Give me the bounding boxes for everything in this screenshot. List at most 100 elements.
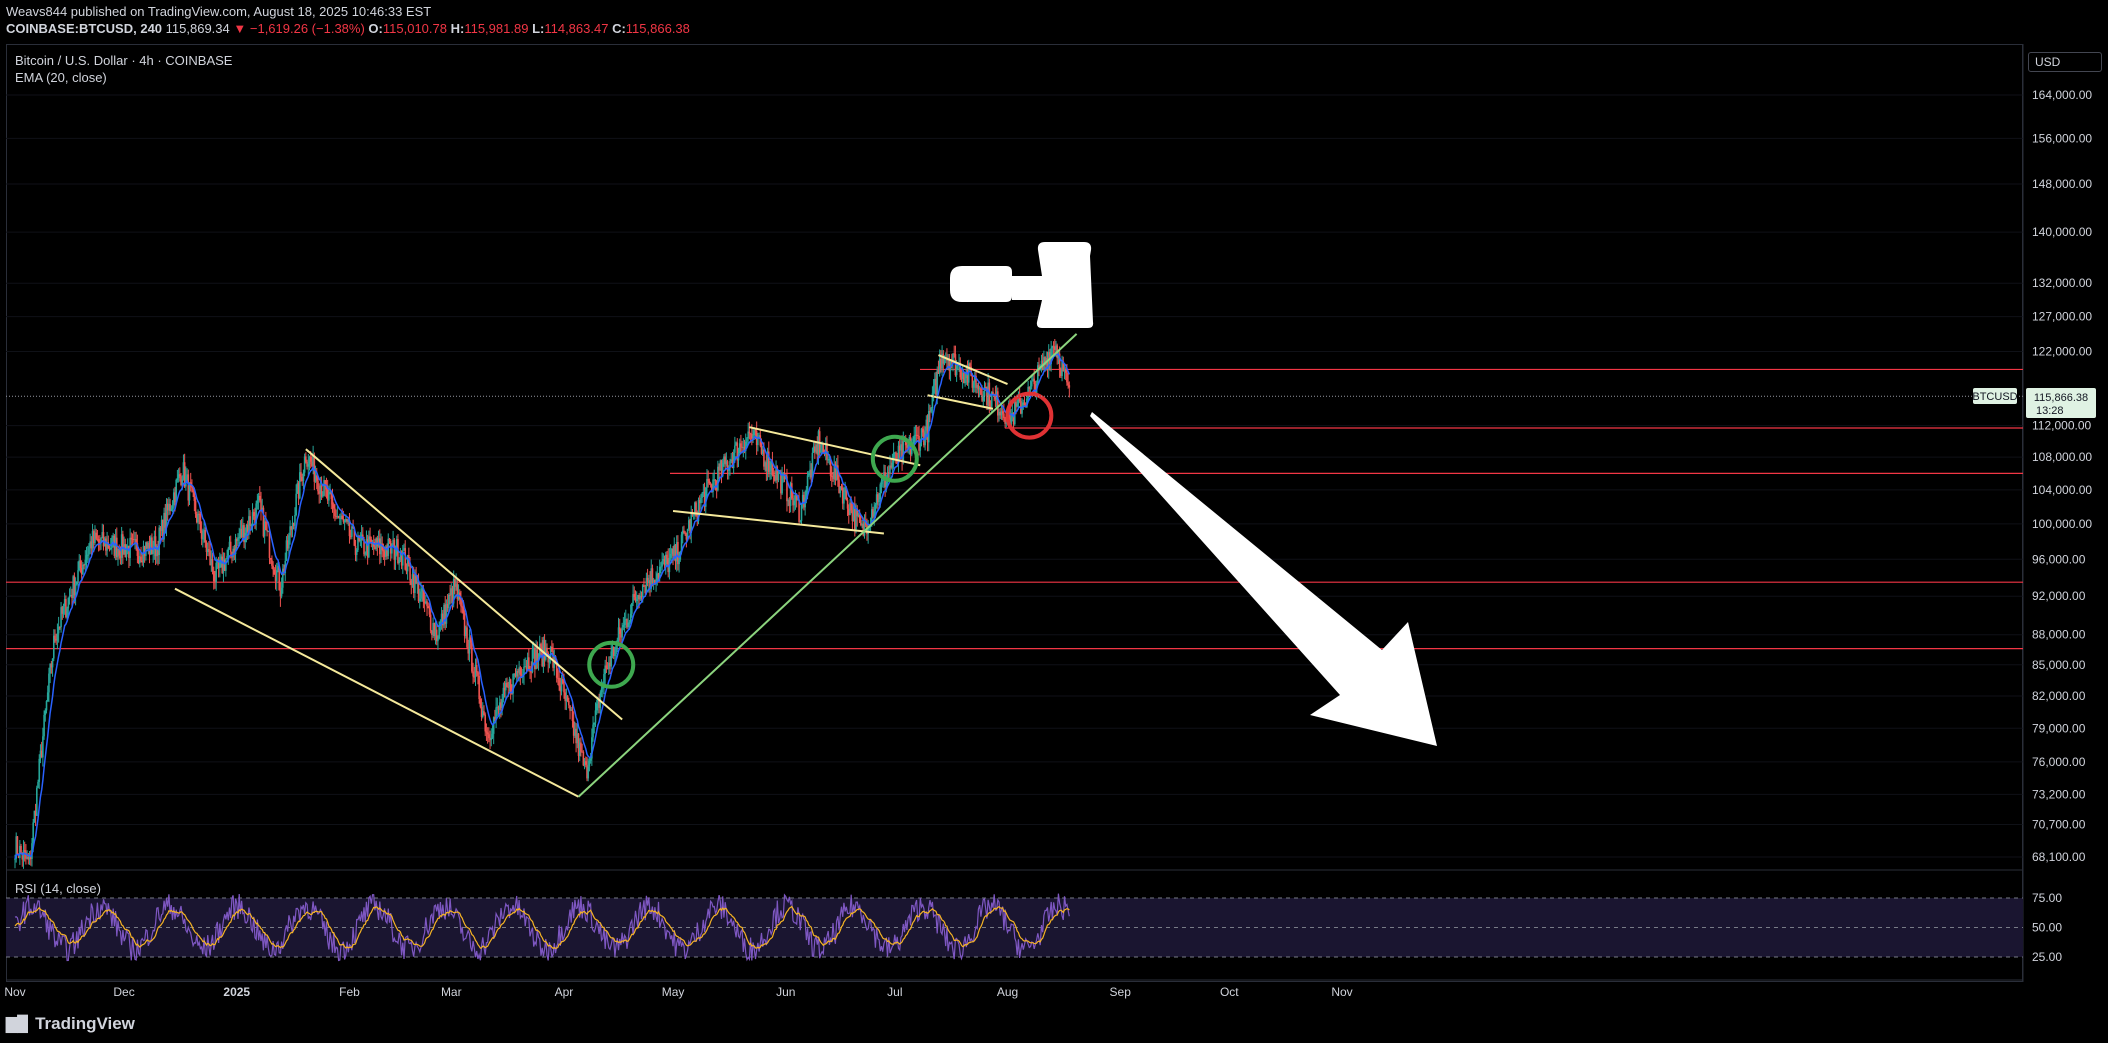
candle-body — [806, 475, 809, 490]
candle-body — [875, 494, 878, 505]
time-tick-label: May — [662, 985, 685, 999]
candle-body — [936, 370, 939, 395]
candle-body — [203, 529, 205, 539]
candle-body — [702, 491, 705, 494]
candle-body — [427, 606, 430, 609]
candle-body — [531, 649, 534, 673]
candle-body — [288, 535, 290, 549]
candle-body — [846, 500, 849, 509]
candle-body — [815, 444, 817, 452]
candle-body — [496, 706, 499, 708]
candle-body — [505, 682, 507, 691]
candle-body — [814, 446, 816, 452]
trendline-yellow[interactable] — [938, 354, 1008, 386]
gavel-icon — [950, 242, 1094, 328]
candle-body — [376, 538, 379, 547]
price-change: ▼ −1,619.26 (−1.38%) — [233, 21, 365, 36]
highlight-circle[interactable] — [1005, 391, 1054, 440]
candle-body — [365, 539, 368, 554]
candle-body — [460, 599, 462, 607]
candle-body — [898, 445, 901, 451]
candle-body — [984, 387, 987, 389]
candle-body — [627, 622, 630, 627]
price-tick-label: 88,000.00 — [2032, 628, 2086, 642]
candle-body — [786, 476, 788, 502]
candle-body — [889, 465, 891, 474]
candle-body — [401, 550, 404, 566]
candle-body — [709, 483, 712, 485]
candle-body — [296, 483, 299, 494]
trendline-yellow[interactable] — [927, 394, 994, 410]
candle-body — [903, 441, 906, 443]
candle-body — [222, 559, 225, 574]
trendline-yellow[interactable] — [174, 587, 579, 798]
candle-body — [454, 579, 456, 587]
candle-body — [969, 363, 971, 367]
candle-body — [904, 441, 907, 446]
candle-body — [794, 494, 797, 501]
candle-body — [72, 576, 74, 598]
time-tick-label: Mar — [441, 985, 462, 999]
candle-body — [298, 472, 301, 499]
candle-body — [374, 546, 376, 550]
candle-body — [179, 474, 181, 477]
candle-body — [165, 503, 168, 528]
candle-body — [566, 695, 569, 702]
candle-body — [461, 606, 463, 608]
candle-body — [26, 856, 28, 859]
candle-body — [421, 588, 423, 592]
trendline-yellow[interactable] — [749, 426, 921, 467]
candle-body — [663, 559, 666, 566]
candle-body — [1061, 361, 1063, 377]
candle-body — [1018, 396, 1021, 402]
candle-body — [245, 524, 248, 534]
candle-body — [824, 443, 827, 455]
candle-body — [765, 462, 768, 471]
candle-body — [901, 444, 903, 462]
candle-body — [807, 473, 810, 476]
price-axis: 164,000.00 156,000.00 148,000.00 140,000.00… — [2032, 88, 2092, 964]
currency-selector[interactable]: USD — [2028, 52, 2102, 72]
candle-body — [534, 648, 536, 670]
rsi-tick-label: 75.00 — [2032, 891, 2062, 905]
candle-body — [820, 450, 822, 453]
highlight-circle[interactable] — [587, 640, 636, 689]
candle-body — [355, 549, 358, 555]
price-tick-label: 76,000.00 — [2032, 755, 2086, 769]
candle-body — [169, 503, 171, 512]
candle-body — [1046, 357, 1049, 369]
trendlines — [174, 333, 1078, 798]
candle-body — [615, 641, 617, 655]
candle-body — [410, 580, 413, 585]
highlight-circle[interactable] — [870, 434, 919, 483]
trendline-yellow[interactable] — [672, 510, 885, 535]
candle-body — [735, 442, 737, 446]
candle-body — [400, 552, 403, 566]
candle-body — [708, 480, 711, 484]
candle-body — [524, 666, 526, 668]
candle-body — [342, 519, 345, 522]
annotations — [950, 242, 1437, 746]
candle-body — [1058, 353, 1061, 370]
footer-brand[interactable]: ▇▉ TradingView — [6, 1014, 135, 1034]
candle-body — [34, 810, 37, 816]
trendline-green[interactable] — [577, 333, 1078, 798]
candle-body — [157, 546, 159, 556]
candle-body — [700, 497, 702, 504]
trendline-yellow[interactable] — [305, 448, 623, 721]
candle-body — [92, 531, 95, 543]
candle-body — [917, 435, 919, 437]
candle-body — [29, 856, 32, 859]
candle-body — [294, 514, 296, 526]
candle-body — [220, 556, 222, 560]
candle-body — [826, 443, 828, 460]
candle-body — [283, 568, 285, 574]
time-tick-label: 2025 — [223, 985, 250, 999]
candle-body — [140, 556, 142, 561]
candle-body — [774, 475, 776, 481]
candle-body — [463, 613, 466, 636]
candle-body — [558, 678, 560, 687]
price-tick-label: 108,000.00 — [2032, 450, 2092, 464]
candle-body — [363, 539, 365, 555]
